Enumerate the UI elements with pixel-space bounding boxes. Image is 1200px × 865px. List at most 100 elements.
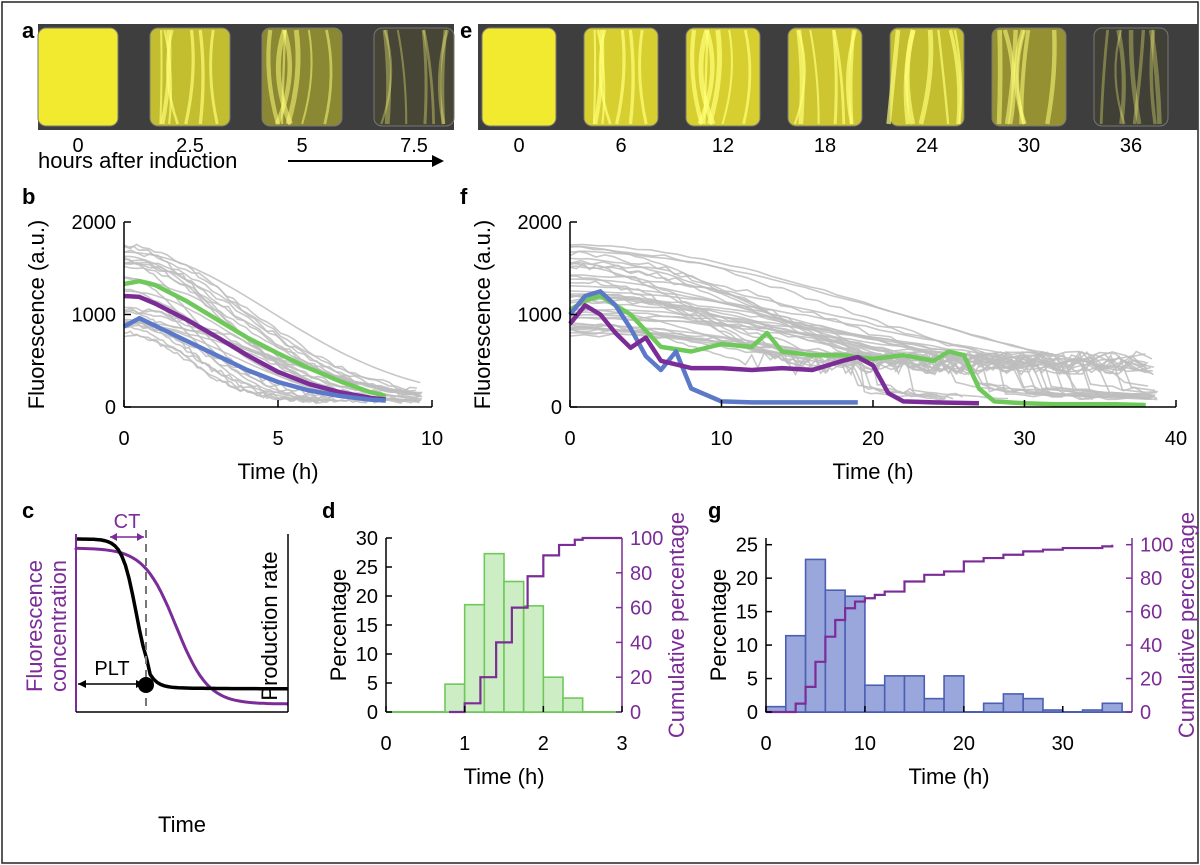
x-tick-label: 0 — [380, 733, 391, 755]
panel-a: a 0 2.5 5 7.5 hours after induction — [22, 18, 455, 173]
panel-a-time-label: 7.5 — [400, 135, 428, 157]
panel-e-frame-streak — [809, 29, 820, 125]
y-tick-label: 0 — [551, 397, 562, 419]
gray-single-cell-trace — [124, 276, 338, 402]
panel-e-frame-streak — [903, 29, 916, 125]
panel-e-frame-streak — [592, 29, 597, 125]
right-tick-label: 80 — [1140, 568, 1162, 590]
plt-marker-dot — [138, 677, 154, 693]
right-tick-label: 80 — [630, 563, 652, 585]
left-axis-label-line1: Fluorescence — [22, 560, 47, 692]
panel-e-frame-streak — [1099, 29, 1110, 125]
panel-e-frame-streak — [948, 29, 961, 125]
histogram-bar — [444, 683, 466, 713]
x-tick-label: 0 — [118, 428, 129, 450]
panel-letter-d: d — [322, 498, 335, 523]
histogram-bar — [1042, 709, 1064, 713]
y-tick-label: 15 — [736, 602, 758, 624]
panel-a-time-label: 5 — [296, 135, 307, 157]
left-axis-label-line2: concentration — [46, 560, 71, 692]
panel-e-frame-streak — [698, 29, 716, 125]
y-tick-label: 25 — [736, 535, 758, 557]
gray-single-cell-trace — [123, 330, 324, 404]
x-tick-label: 20 — [953, 733, 975, 755]
gray-single-cell-trace — [569, 311, 1148, 370]
panel-e-frame-streak — [1045, 29, 1057, 125]
y-tick-label: 1000 — [518, 305, 563, 327]
panel-e-frame-streak — [918, 29, 934, 125]
blue-highlighted-trace — [568, 289, 858, 405]
gray-single-cell-trace — [569, 259, 1157, 395]
production-rate-curve — [76, 537, 288, 691]
panel-e-frame-streak — [1002, 29, 1016, 125]
x-tick-label: 10 — [854, 733, 876, 755]
right-tick-label: 40 — [1140, 635, 1162, 657]
panel-e-frame-streak — [690, 29, 704, 125]
right-axis-label: Cumulative percentage — [1174, 512, 1199, 738]
x-tick-label: 0 — [564, 428, 575, 450]
histogram-bar — [1022, 697, 1044, 713]
x-tick-label: 1 — [459, 733, 470, 755]
panel-e-frame-streak — [596, 29, 606, 125]
panel-e-frame-streak — [707, 29, 723, 125]
histogram-bar — [784, 634, 807, 713]
panel-e-frame-streak — [1149, 29, 1162, 125]
cumulative-percentage-line — [766, 544, 1114, 714]
panel-e-frame-streak — [721, 29, 733, 125]
panel-a-frame-streak — [159, 29, 163, 125]
right-tick-label: 60 — [630, 598, 652, 620]
gray-single-cell-trace — [123, 261, 421, 396]
x-axis-label: Time (h) — [908, 764, 989, 789]
histogram-bar — [522, 605, 545, 713]
histogram-bar — [562, 697, 584, 713]
gray-single-cell-trace — [569, 243, 1146, 372]
blue-highlighted-trace — [122, 315, 386, 403]
y-tick-label: 30 — [356, 528, 378, 550]
right-tick-label: 20 — [1140, 669, 1162, 691]
panel-a-frame-streak — [209, 29, 219, 125]
panel-a-frame-streak — [275, 29, 293, 125]
panel-a-frame-streak — [437, 29, 449, 125]
y-tick-label: 10 — [736, 635, 758, 657]
right-tick-label: 60 — [1140, 602, 1162, 624]
right-tick-label: 100 — [1140, 535, 1173, 557]
right-tick-label: 0 — [1140, 702, 1151, 724]
histogram-bar — [483, 552, 505, 713]
panel-a-frame-streak — [184, 29, 195, 125]
panel-e-frame-streak — [1149, 29, 1157, 125]
y-tick-label: 25 — [356, 557, 378, 579]
gray-single-cell-trace — [569, 278, 1154, 397]
panel-e-frame-streak — [1132, 29, 1146, 125]
panel-b: b 0 1000 2000 0 5 10 Time (h) Fluorescence (a.u… — [22, 184, 443, 484]
histogram-bar — [1081, 709, 1104, 713]
panel-a-frame-streak — [382, 29, 392, 125]
histogram-bar — [844, 595, 866, 713]
y-tick-label: 20 — [736, 568, 758, 590]
y-axis-label: Percentage — [706, 569, 731, 682]
purple-highlighted-trace — [568, 303, 980, 406]
time-arrow-head — [432, 155, 444, 167]
panel-e-time-label: 6 — [615, 135, 626, 157]
x-tick-label: 20 — [862, 428, 884, 450]
panel-a-frame-streak — [285, 29, 301, 125]
panel-a-frame-streak — [275, 29, 293, 125]
panel-a-frame-streak — [422, 29, 435, 125]
y-tick-label: 5 — [367, 673, 378, 695]
y-axis-label: Fluorescence (a.u.) — [470, 220, 495, 410]
panel-a-time-label: 2.5 — [176, 135, 204, 157]
gray-single-cell-trace — [569, 245, 1063, 398]
gray-single-cell-trace — [569, 294, 1153, 399]
gray-single-cell-trace — [123, 324, 423, 394]
purple-highlighted-trace — [123, 293, 387, 402]
panel-a-frame-streak — [323, 29, 333, 125]
histogram-bar — [864, 684, 886, 713]
x-tick-label: 3 — [616, 733, 627, 755]
x-tick-label: 30 — [1052, 733, 1074, 755]
panel-e-frame-streak — [796, 29, 805, 125]
histogram-bar — [982, 702, 1005, 713]
x-axis-label: Time (h) — [832, 459, 913, 484]
y-tick-label: 10 — [356, 644, 378, 666]
x-tick-label: 40 — [1165, 428, 1187, 450]
gray-single-cell-trace — [123, 276, 420, 397]
panel-letter-e: e — [460, 18, 472, 43]
